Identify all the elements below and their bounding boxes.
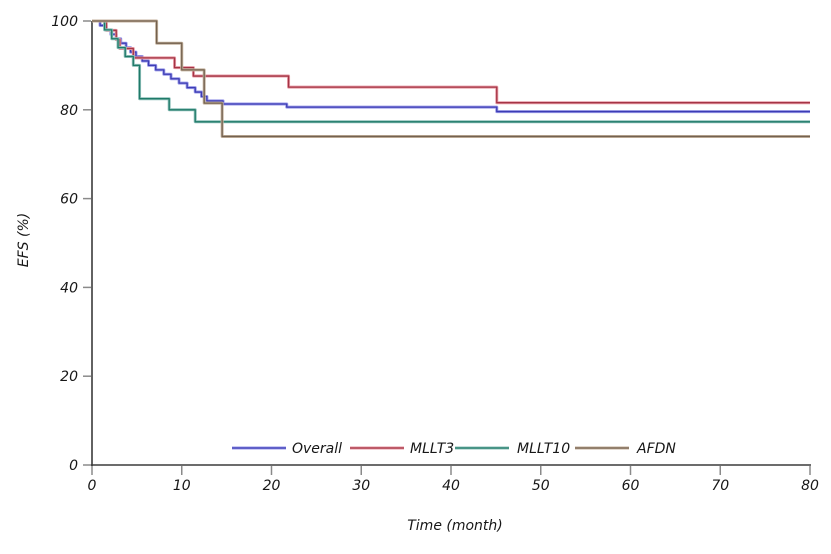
x-tick-label-0: 0	[88, 478, 97, 494]
series-halo-overall	[92, 19, 810, 114]
y-tick-label-60: 60	[60, 192, 78, 208]
x-tick-label-70: 70	[711, 478, 729, 494]
y-axis-title: EFS (%)	[16, 213, 32, 267]
x-tick-label-60: 60	[622, 478, 640, 494]
y-tick-label-40: 40	[60, 280, 78, 296]
y-tick-label-100: 100	[51, 14, 78, 30]
x-tick-label-40: 40	[442, 478, 460, 494]
series-halo-afdn	[92, 19, 810, 138]
y-tick-label-20: 20	[60, 369, 78, 385]
x-tick-label-30: 30	[352, 478, 370, 494]
legend-label-afdn: AFDN	[636, 441, 676, 457]
legend-label-mllt3: MLLT3	[410, 441, 454, 457]
legend-label-overall: Overall	[292, 441, 342, 457]
legend-label-mllt10: MLLT10	[517, 441, 570, 457]
series-halo-mllt3	[92, 19, 810, 105]
x-tick-label-80: 80	[801, 478, 819, 494]
y-tick-label-80: 80	[60, 103, 78, 119]
x-tick-label-10: 10	[173, 478, 191, 494]
x-tick-label-50: 50	[532, 478, 550, 494]
y-tick-label-0: 0	[69, 458, 78, 474]
x-tick-label-20: 20	[263, 478, 281, 494]
series-line-overall	[92, 20, 810, 113]
series-line-mllt3	[92, 20, 810, 104]
x-axis-title: Time (month)	[407, 518, 503, 534]
series-line-mllt10	[92, 20, 810, 123]
series-line-afdn	[92, 20, 810, 138]
